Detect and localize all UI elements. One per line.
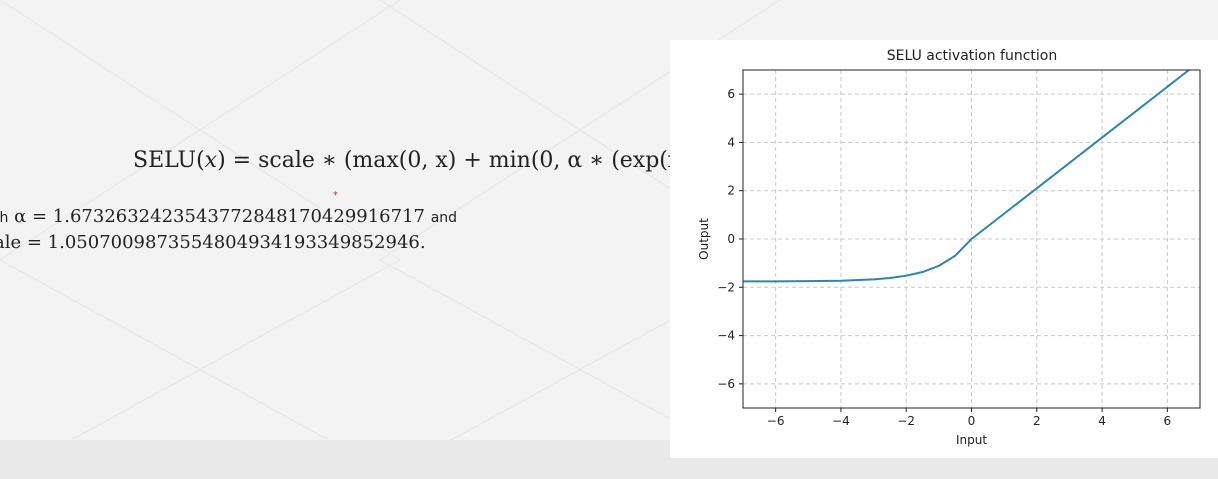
- y-tick-label: 4: [727, 135, 735, 149]
- x-tick-label: −6: [767, 414, 785, 428]
- x-axis-label: Input: [956, 433, 987, 447]
- series-line: [742, 69, 1190, 283]
- y-tick-label: −2: [717, 280, 735, 294]
- y-axis-label: Output: [697, 218, 711, 260]
- formula-lhs: SELU(: [133, 148, 205, 173]
- x-tick-label: 4: [1098, 414, 1106, 428]
- chart-title: SELU activation function: [887, 48, 1058, 64]
- x-tick-label: 6: [1164, 414, 1172, 428]
- alpha-expression: α = 1.6732632423543772848170429916717: [14, 206, 425, 227]
- y-tick-label: 0: [727, 232, 735, 246]
- plot-frame: [742, 69, 1201, 409]
- x-tick-label: 0: [968, 414, 976, 428]
- chart-svg: SELU activation function −6 −4 −2 0 2 4 6−6−4−…: [697, 48, 1201, 447]
- alpha-definition: th α = 1.6732632423543772848170429916717…: [0, 206, 457, 227]
- cursor-marker: *: [333, 190, 338, 201]
- scale-expression: ale = 1.0507009873554804934193349852946.: [0, 232, 426, 253]
- y-tick-label: 6: [727, 87, 735, 101]
- selu-chart: SELU activation function −6 −4 −2 0 2 4 6 −6 −4−…: [670, 40, 1218, 458]
- x-tick-label: −2: [897, 414, 915, 428]
- x-tick-label: −4: [832, 414, 850, 428]
- scale-definition: ale = 1.0507009873554804934193349852946.: [0, 232, 426, 253]
- x-tick-label: 2: [1033, 414, 1041, 428]
- y-tick-label: −6: [717, 377, 735, 391]
- selu-formula: SELU(x) = scale ∗ (max(0, x) + min(0, α …: [133, 148, 761, 173]
- chart-ticks: −6 −4 −2 0 2 4 6 −6 −4 −2 0 2 4 6: [717, 87, 1171, 428]
- y-tick-label: 2: [727, 184, 735, 198]
- alpha-suffix: and: [430, 210, 458, 226]
- alpha-prefix: th: [0, 210, 9, 226]
- formula-var: x: [204, 148, 218, 173]
- y-tick-label: −4: [717, 329, 735, 343]
